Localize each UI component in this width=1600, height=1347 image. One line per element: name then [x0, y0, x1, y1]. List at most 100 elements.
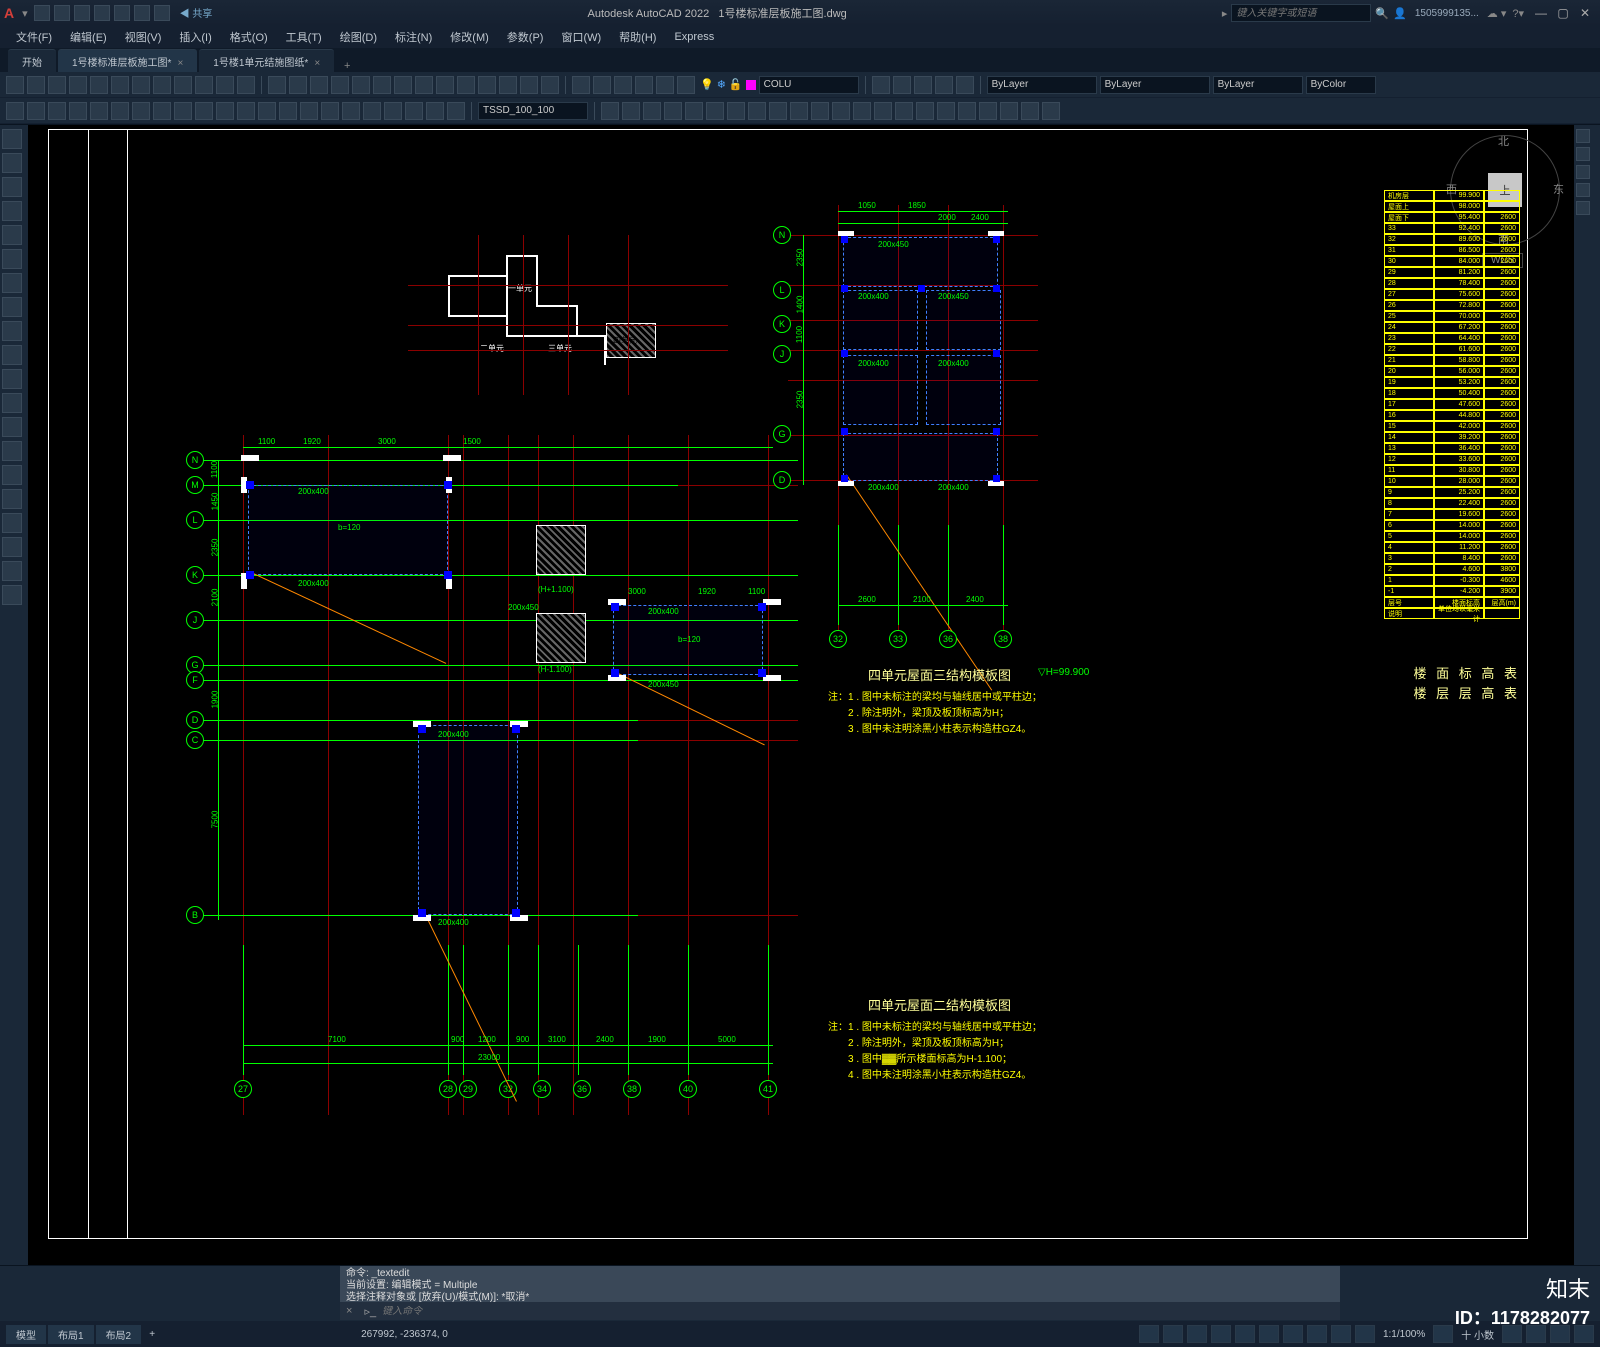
toolbar-icon[interactable]	[415, 76, 433, 94]
menu-file[interactable]: 文件(F)	[8, 27, 60, 47]
toolbar-icon[interactable]	[937, 102, 955, 120]
status-osnap-icon[interactable]	[1259, 1325, 1279, 1343]
user-name[interactable]: 1505999135...	[1415, 8, 1479, 19]
layer-color-swatch[interactable]	[746, 80, 756, 90]
toolbar-icon[interactable]	[541, 76, 559, 94]
toolbar-icon[interactable]	[790, 102, 808, 120]
toolbar-icon[interactable]	[872, 76, 890, 94]
toolbar-icon[interactable]	[979, 102, 997, 120]
toolbar-icon[interactable]	[90, 102, 108, 120]
menu-express[interactable]: Express	[666, 29, 722, 45]
menu-insert[interactable]: 插入(I)	[171, 27, 219, 47]
toolbar-icon[interactable]	[893, 76, 911, 94]
menu-modify[interactable]: 修改(M)	[442, 27, 497, 47]
toolbar-icon[interactable]	[69, 76, 87, 94]
toolbar-icon[interactable]	[373, 76, 391, 94]
toolbar-icon[interactable]	[363, 102, 381, 120]
toolbar-icon[interactable]	[6, 102, 24, 120]
layer-lock-icon[interactable]: 🔓	[729, 78, 743, 91]
draw-tool-icon[interactable]	[2, 177, 22, 197]
draw-tool-icon[interactable]	[2, 369, 22, 389]
prop-layer-dropdown[interactable]	[987, 76, 1097, 94]
toolbar-icon[interactable]	[153, 102, 171, 120]
toolbar-icon[interactable]	[447, 102, 465, 120]
toolbar-icon[interactable]	[643, 102, 661, 120]
toolbar-icon[interactable]	[895, 102, 913, 120]
status-lwt-icon[interactable]	[1331, 1325, 1351, 1343]
menu-format[interactable]: 格式(O)	[222, 27, 276, 47]
qat-saveas-icon[interactable]	[94, 5, 110, 21]
status-gear-icon[interactable]	[1433, 1325, 1453, 1343]
filetab-1[interactable]: 1号楼标准层板施工图*×	[58, 49, 197, 72]
toolbar-icon[interactable]	[935, 76, 953, 94]
qat-redo-icon[interactable]	[154, 5, 170, 21]
toolbar-icon[interactable]	[342, 102, 360, 120]
toolbar-icon[interactable]	[111, 76, 129, 94]
status-ortho-icon[interactable]	[1211, 1325, 1231, 1343]
tssd-dropdown[interactable]	[478, 102, 588, 120]
toolbar-icon[interactable]	[237, 76, 255, 94]
toolbar-icon[interactable]	[48, 76, 66, 94]
toolbar-icon[interactable]	[216, 76, 234, 94]
toolbar-icon[interactable]	[914, 76, 932, 94]
toolbar-icon[interactable]	[656, 76, 674, 94]
minimize-button[interactable]: ―	[1530, 4, 1552, 22]
layout-tab-2[interactable]: 布局2	[96, 1325, 142, 1344]
toolbar-icon[interactable]	[6, 76, 24, 94]
draw-tool-icon[interactable]	[2, 225, 22, 245]
toolbar-icon[interactable]	[153, 76, 171, 94]
draw-tool-icon[interactable]	[2, 321, 22, 341]
qat-new-icon[interactable]	[34, 5, 50, 21]
a360-icon[interactable]: ☁ ▾	[1487, 7, 1507, 20]
draw-tool-icon[interactable]	[2, 465, 22, 485]
toolbar-icon[interactable]	[352, 76, 370, 94]
toolbar-icon[interactable]	[832, 102, 850, 120]
toolbar-icon[interactable]	[685, 102, 703, 120]
toolbar-icon[interactable]	[90, 76, 108, 94]
status-grid-icon[interactable]	[1163, 1325, 1183, 1343]
menu-help[interactable]: 帮助(H)	[611, 27, 664, 47]
layout-add-icon[interactable]: +	[143, 1329, 161, 1340]
toolbar-icon[interactable]	[289, 76, 307, 94]
drawing-canvas[interactable]: 上 北 南 东 西 WCS 一单元 二单元	[28, 125, 1600, 1265]
filetab-new-icon[interactable]: +	[336, 60, 358, 72]
toolbar-icon[interactable]	[811, 102, 829, 120]
toolbar-icon[interactable]	[727, 102, 745, 120]
toolbar-icon[interactable]	[769, 102, 787, 120]
toolbar-icon[interactable]	[426, 102, 444, 120]
toolbar-icon[interactable]	[601, 102, 619, 120]
toolbar-icon[interactable]	[279, 102, 297, 120]
draw-tool-icon[interactable]	[2, 513, 22, 533]
toolbar-icon[interactable]	[195, 102, 213, 120]
toolbar-icon[interactable]	[195, 76, 213, 94]
menu-draw[interactable]: 绘图(D)	[332, 27, 385, 47]
layer-dropdown[interactable]	[759, 76, 859, 94]
maximize-button[interactable]: ▢	[1552, 4, 1574, 22]
menu-window[interactable]: 窗口(W)	[553, 27, 609, 47]
draw-tool-icon[interactable]	[2, 417, 22, 437]
toolbar-icon[interactable]	[69, 102, 87, 120]
close-button[interactable]: ✕	[1574, 4, 1596, 22]
draw-tool-icon[interactable]	[2, 153, 22, 173]
toolbar-icon[interactable]	[436, 76, 454, 94]
toolbar-icon[interactable]	[384, 102, 402, 120]
menu-view[interactable]: 视图(V)	[117, 27, 170, 47]
toolbar-icon[interactable]	[132, 76, 150, 94]
toolbar-icon[interactable]	[572, 76, 590, 94]
status-model-button[interactable]	[1139, 1325, 1159, 1343]
share-button[interactable]: ◀ 共享	[180, 5, 213, 21]
status-3dosnap-icon[interactable]	[1283, 1325, 1303, 1343]
filetab-start[interactable]: 开始	[8, 49, 56, 72]
menu-tools[interactable]: 工具(T)	[278, 27, 330, 47]
layer-freeze-icon[interactable]: ❄	[717, 78, 726, 91]
toolbar-icon[interactable]	[622, 102, 640, 120]
command-close-icon[interactable]: ×	[340, 1305, 358, 1317]
draw-tool-icon[interactable]	[2, 441, 22, 461]
toolbar-icon[interactable]	[331, 76, 349, 94]
status-transparency-icon[interactable]	[1355, 1325, 1375, 1343]
toolbar-icon[interactable]	[268, 76, 286, 94]
toolbar-icon[interactable]	[48, 102, 66, 120]
command-input[interactable]	[382, 1306, 1340, 1317]
draw-tool-icon[interactable]	[2, 273, 22, 293]
app-menu-arrow[interactable]: ▾	[22, 7, 28, 20]
